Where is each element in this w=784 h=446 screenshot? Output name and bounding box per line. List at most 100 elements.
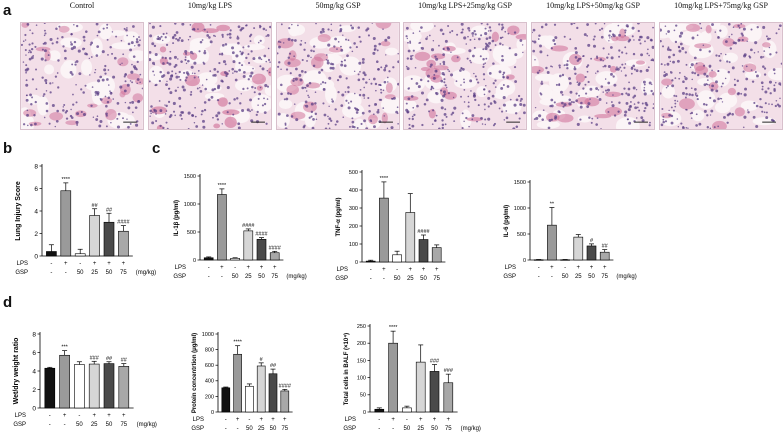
- cell-nucleus: [104, 64, 107, 68]
- cell-nucleus: [428, 34, 431, 37]
- lps-row-label: LPS: [345, 417, 356, 423]
- cell-nucleus: [236, 36, 240, 40]
- cell-nucleus: [252, 57, 256, 61]
- cell-nucleus: [339, 24, 342, 27]
- cell-nucleus: [169, 91, 173, 95]
- cell-nucleus: [351, 120, 355, 124]
- cell-nucleus: [717, 97, 720, 101]
- cell-nucleus: [685, 87, 688, 90]
- cell-nucleus: [314, 112, 318, 116]
- cell-nucleus: [405, 65, 408, 68]
- cell-nucleus: [249, 74, 253, 78]
- cell-nucleus: [405, 108, 409, 112]
- cell-nucleus: [519, 99, 522, 102]
- gsp-mark: 50: [246, 426, 253, 432]
- cell-nucleus: [314, 102, 317, 105]
- bar: [74, 364, 85, 409]
- cell-nucleus: [299, 43, 302, 46]
- cell-nucleus: [73, 23, 75, 26]
- cell-nucleus: [206, 31, 209, 33]
- cell-nucleus: [553, 23, 557, 26]
- cell-nucleus: [126, 27, 128, 29]
- cell-nucleus: [680, 122, 683, 125]
- cell-nucleus: [434, 69, 438, 73]
- cell-nucleus: [483, 78, 485, 81]
- cell-nucleus: [663, 71, 666, 74]
- cell-nucleus: [578, 82, 581, 85]
- cell-nucleus: [89, 43, 92, 46]
- cell-nucleus: [708, 64, 712, 68]
- stroma-patch: [380, 40, 391, 47]
- cell-nucleus: [302, 125, 306, 129]
- cell-nucleus: [307, 94, 309, 97]
- cell-nucleus: [493, 101, 497, 104]
- cell-nucleus: [456, 33, 459, 36]
- cell-nucleus: [213, 34, 215, 37]
- cell-nucleus: [339, 27, 343, 31]
- gsp-mark: -: [50, 270, 52, 276]
- lps-mark: -: [564, 265, 566, 271]
- cell-nucleus: [71, 73, 74, 76]
- cell-nucleus: [368, 78, 371, 81]
- cell-nucleus: [266, 98, 269, 100]
- cell-nucleus: [72, 45, 76, 49]
- cell-nucleus: [635, 117, 638, 119]
- cell-nucleus: [463, 88, 466, 91]
- cell-nucleus: [180, 39, 184, 43]
- cell-nucleus: [563, 64, 566, 67]
- cell-nucleus: [719, 97, 722, 100]
- gsp-mark: -: [383, 276, 385, 282]
- cell-nucleus: [149, 34, 153, 38]
- cell-nucleus: [373, 125, 376, 129]
- cell-nucleus: [279, 41, 282, 44]
- lps-row-label: LPS: [15, 413, 26, 419]
- cell-nucleus: [434, 25, 436, 27]
- lps-mark: -: [79, 261, 81, 267]
- cell-nucleus: [736, 79, 740, 83]
- cell-nucleus: [392, 96, 396, 100]
- cell-nucleus: [362, 93, 366, 97]
- cell-nucleus: [612, 75, 615, 78]
- cell-nucleus: [492, 82, 495, 85]
- cell-nucleus: [166, 127, 169, 129]
- cell-nucleus: [616, 66, 618, 68]
- cell-nucleus: [124, 101, 127, 104]
- cell-nucleus: [174, 114, 176, 117]
- cell-nucleus: [34, 100, 37, 104]
- cell-nucleus: [22, 40, 25, 42]
- cell-nucleus: [32, 55, 35, 57]
- cell-nucleus: [473, 46, 476, 49]
- gsp-mark: 75: [445, 426, 452, 432]
- y-tick-label: 2: [32, 387, 36, 394]
- cell-nucleus: [645, 68, 649, 72]
- cell-nucleus: [110, 122, 112, 124]
- cell-nucleus: [600, 27, 604, 30]
- cell-nucleus: [569, 90, 573, 94]
- cell-nucleus: [643, 109, 646, 113]
- cell-nucleus: [408, 127, 411, 129]
- cell-nucleus: [559, 74, 562, 78]
- alveolar-space: [149, 53, 162, 61]
- cell-nucleus: [708, 84, 711, 86]
- cell-nucleus: [315, 118, 318, 121]
- significance-label: ###: [444, 368, 454, 374]
- cell-nucleus: [617, 110, 620, 113]
- cell-nucleus: [345, 77, 348, 80]
- cell-nucleus: [546, 71, 550, 74]
- cell-nucleus: [519, 39, 523, 42]
- cell-nucleus: [218, 61, 221, 65]
- alveolar-space: [718, 92, 738, 109]
- stroma-patch: [743, 63, 757, 73]
- cell-nucleus: [115, 35, 118, 38]
- cell-nucleus: [702, 44, 705, 46]
- cell-nucleus: [413, 113, 416, 117]
- cell-nucleus: [627, 108, 631, 112]
- cell-nucleus: [166, 71, 170, 75]
- cell-nucleus: [329, 66, 333, 70]
- cell-nucleus: [184, 79, 187, 82]
- cell-nucleus: [29, 29, 31, 31]
- cell-nucleus: [239, 50, 242, 53]
- cell-nucleus: [105, 104, 108, 108]
- cell-nucleus: [192, 53, 194, 55]
- cell-nucleus: [731, 112, 734, 116]
